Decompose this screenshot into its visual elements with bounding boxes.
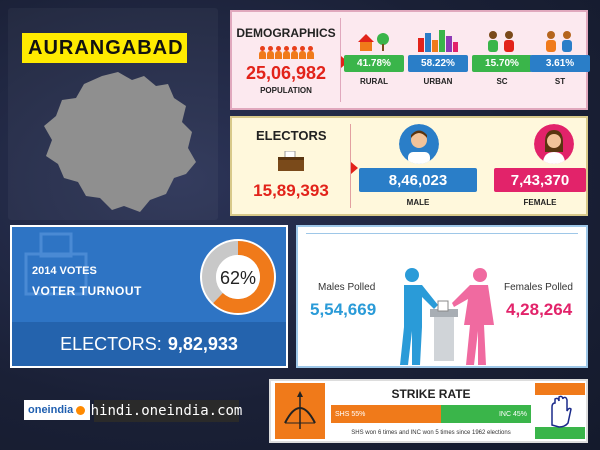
demographics-heading: DEMOGRAPHICS [236, 26, 336, 40]
male-label: MALE [406, 198, 430, 207]
electors-total-value: 15,89,393 [253, 181, 329, 200]
votes-electors-label: ELECTORS: [60, 333, 162, 354]
ballot-box-icon [278, 150, 304, 171]
electors-total-block: ELECTORS 15,89,393 [232, 118, 350, 214]
male-value: 8,46,023 [359, 168, 477, 192]
males-polled-label: Males Polled [318, 282, 376, 293]
demo-item-st: 3.61% ST [530, 30, 590, 86]
sc-value: 15.70% [472, 55, 532, 72]
shs-strike-segment: SHS 55% [331, 405, 441, 423]
site-url[interactable]: hindi.oneindia.com [91, 400, 242, 422]
oneindia-badge-icon [76, 405, 86, 415]
polled-top-rule [306, 233, 578, 234]
votes-electors-value: 9,82,933 [167, 333, 238, 354]
voter-turnout-title: VOTER TURNOUT [32, 284, 142, 298]
males-polled-value: 5,54,669 [310, 300, 377, 319]
sc-people-icon [472, 30, 532, 52]
ballot-watermark-icon [24, 232, 88, 296]
rural-label: RURAL [360, 77, 388, 86]
turnout-arc [202, 241, 274, 313]
strike-rate-note: SHS won 6 times and INC won 5 times sinc… [351, 430, 511, 436]
strike-rate-title: STRIKE RATE [391, 387, 471, 401]
electors-card: ELECTORS 15,89,393 8,46,023 MALE 7,43,37… [230, 116, 588, 216]
urban-icon [408, 30, 468, 52]
female-avatar-icon [534, 124, 574, 164]
female-value: 7,43,370 [494, 168, 586, 192]
inc-hand-logo-icon [535, 383, 585, 439]
demographics-divider [340, 18, 341, 102]
district-title: AURANGABAD [22, 33, 187, 63]
turnout-percent: 62% [220, 268, 256, 288]
sc-label: SC [496, 77, 508, 86]
population-people-icon [232, 46, 340, 60]
votes-year-label: 2014 VOTES [32, 265, 97, 277]
electors-divider [350, 124, 351, 208]
female-label: FEMALE [523, 198, 557, 207]
st-people-icon [530, 30, 590, 52]
oneindia-logo-text: oneindia [28, 404, 74, 416]
rural-icon [344, 30, 404, 52]
rural-value: 41.78% [344, 55, 404, 72]
demographics-card: DEMOGRAPHICS 25,06,982 POPULATION 41.78%… [230, 10, 590, 110]
inc-strike-segment: INC 45% [441, 405, 531, 423]
demo-item-sc: 15.70% SC [472, 30, 532, 86]
district-map [44, 72, 196, 212]
voters-at-ballot-box-illustration [400, 268, 494, 365]
urban-label: URBAN [423, 77, 453, 86]
urban-value: 58.22% [408, 55, 468, 72]
st-value: 3.61% [530, 55, 590, 72]
population-label: POPULATION [260, 86, 312, 95]
strike-rate-bar: SHS 55% INC 45% [331, 405, 531, 423]
electors-arrow-icon [351, 162, 358, 174]
population-block: DEMOGRAPHICS 25,06,982 POPULATION [232, 12, 340, 108]
oneindia-logo: oneindia [24, 400, 90, 420]
females-polled-value: 4,28,264 [506, 300, 573, 319]
shs-bow-arrow-logo-icon [275, 383, 325, 439]
st-label: ST [554, 77, 566, 86]
population-value: 25,06,982 [245, 63, 327, 83]
male-avatar-icon [399, 124, 439, 164]
demo-item-urban: 58.22% URBAN [408, 30, 468, 86]
electors-heading: ELECTORS [256, 128, 327, 143]
demo-item-rural: 41.78% RURAL [344, 30, 404, 86]
voter-turnout-card: 2014 VOTES VOTER TURNOUT 62% ELECTORS: 9… [10, 225, 288, 368]
turnout-donut-chart: 62% [200, 239, 276, 315]
polled-card: Males Polled 5,54,669 Females Polled 4,2… [296, 225, 588, 368]
votes-electors-footer: ELECTORS: 9,82,933 [12, 322, 286, 366]
strike-rate-card: STRIKE RATE SHS 55% INC 45% SHS won 6 ti… [269, 379, 588, 443]
females-polled-label: Females Polled [504, 282, 573, 293]
